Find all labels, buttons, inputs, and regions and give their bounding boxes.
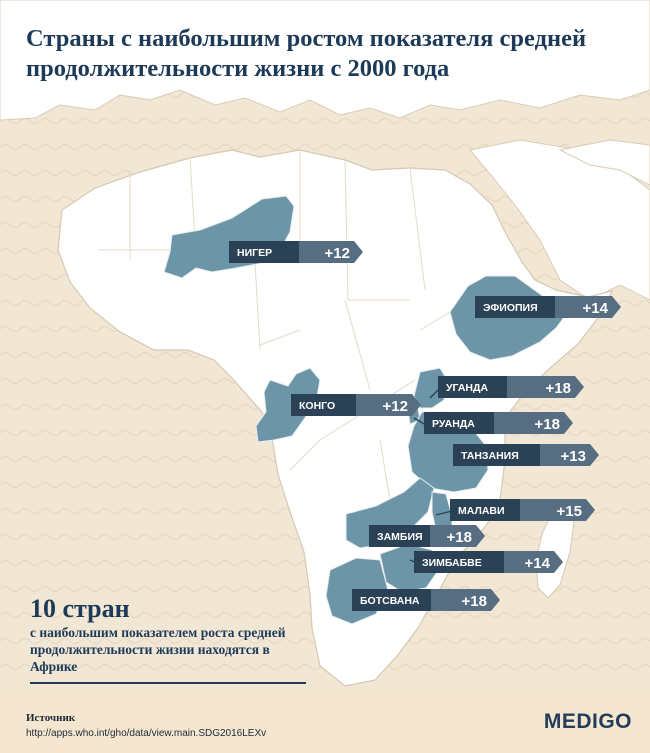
country-labels: НИГЕР +12 ЭФИОПИЯ +14 УГАНДА +18 КОНГО +12 РУАНД… <box>229 241 621 611</box>
country-name: БОТСВАНА <box>360 595 420 607</box>
label-value-box <box>540 444 599 466</box>
country-name: УГАНДА <box>446 382 488 394</box>
country-label-tanzania: ТАНЗАНИЯ +13 <box>453 444 599 466</box>
country-name: РУАНДА <box>432 418 475 430</box>
life-expectancy-gain: +14 <box>525 555 551 572</box>
label-value-box <box>520 499 595 521</box>
neighbouring-land <box>0 0 650 301</box>
country-name: ЭФИОПИЯ <box>483 302 538 314</box>
label-value-box <box>494 412 573 434</box>
country-name: ТАНЗАНИЯ <box>461 450 519 462</box>
life-expectancy-gain: +15 <box>557 503 582 520</box>
life-expectancy-gain: +18 <box>546 380 571 397</box>
label-name-box <box>475 296 555 318</box>
country-label-niger: НИГЕР +12 <box>229 241 363 263</box>
country-label-botswana: БОТСВАНА +18 <box>352 589 500 611</box>
life-expectancy-gain: +13 <box>561 448 586 465</box>
source-label: Источник <box>26 712 76 724</box>
life-expectancy-gain: +18 <box>535 416 560 433</box>
label-value-box <box>299 241 363 263</box>
medigo-logo: MEDIGO <box>544 710 632 734</box>
label-value-box <box>430 525 485 547</box>
label-value-box <box>507 376 584 398</box>
country-label-zambia: ЗАМБИЯ +18 <box>369 525 485 547</box>
country-name: НИГЕР <box>237 247 272 259</box>
country-name: КОНГО <box>299 400 335 412</box>
summary-block: 10 стран с наибольшим показателем роста … <box>30 596 330 684</box>
label-name-box <box>291 394 356 416</box>
life-expectancy-gain: +18 <box>447 529 472 546</box>
country-name: ЗАМБИЯ <box>377 531 423 543</box>
country-label-congo: КОНГО +12 <box>291 394 421 416</box>
country-label-malawi: МАЛАВИ +15 <box>450 499 595 521</box>
label-name-box <box>414 551 504 573</box>
country-label-zimbabwe: ЗИМБАБВЕ +14 <box>414 551 563 573</box>
label-name-box <box>229 241 299 263</box>
footer: Источник http://apps.who.int/gho/data/vi… <box>0 690 650 753</box>
zambia-shape <box>345 477 435 549</box>
life-expectancy-gain: +12 <box>325 245 350 262</box>
brand-name: MEDIGO <box>543 710 632 733</box>
summary-text: с наибольшим показателем роста средней п… <box>30 625 286 674</box>
country-label-ethiopia: ЭФИОПИЯ +14 <box>475 296 621 318</box>
label-name-box <box>438 376 507 398</box>
country-name: ЗИМБАБВЕ <box>422 557 482 569</box>
country-label-rwanda: РУАНДА +18 <box>424 412 573 434</box>
summary-headline: 10 стран <box>30 594 130 623</box>
label-name-box <box>352 589 431 611</box>
wave-line <box>0 117 650 125</box>
label-name-box <box>424 412 494 434</box>
label-value-box <box>431 589 500 611</box>
congo-shape <box>255 367 321 443</box>
life-expectancy-gain: +18 <box>462 593 487 610</box>
country-label-uganda: УГАНДА +18 <box>438 376 584 398</box>
label-value-box <box>504 551 563 573</box>
life-expectancy-gain: +12 <box>383 398 408 415</box>
label-value-box <box>356 394 421 416</box>
country-name: МАЛАВИ <box>458 505 505 517</box>
source-url[interactable]: http://apps.who.int/gho/data/view.main.S… <box>26 728 267 739</box>
label-value-box <box>555 296 621 318</box>
label-name-box <box>369 525 430 547</box>
page-title: Страны с наибольшим ростом показателя ср… <box>26 25 587 82</box>
label-name-box <box>453 444 540 466</box>
life-expectancy-gain: +14 <box>583 300 609 317</box>
label-name-box <box>450 499 520 521</box>
summary-underline <box>30 682 306 684</box>
